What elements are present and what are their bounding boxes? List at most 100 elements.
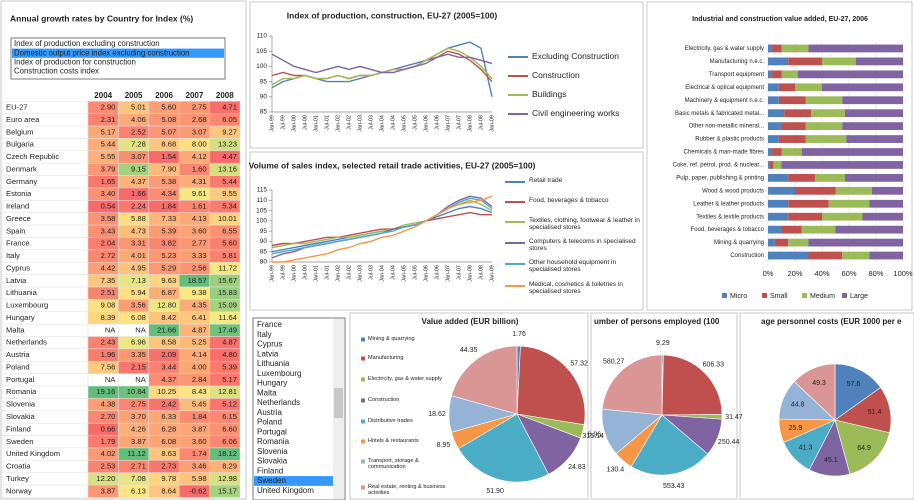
- growth-value: 7.13: [131, 276, 146, 285]
- country-option[interactable]: Lithuania: [257, 359, 290, 368]
- country-option[interactable]: Slovakia: [257, 457, 288, 466]
- country-name: Austria: [6, 350, 30, 359]
- country-option[interactable]: Latvia: [257, 349, 279, 358]
- x-tick-label: 80%: [868, 269, 883, 278]
- bar-segment: [768, 199, 789, 208]
- pie-slice: [516, 345, 586, 426]
- legend-label: Computers & telecoms in specialised stor…: [529, 238, 636, 253]
- growth-value: 4.12: [192, 152, 207, 161]
- growth-value: 3.07: [192, 127, 207, 136]
- legend-label: Small: [770, 293, 788, 300]
- growth-value: 5.29: [161, 263, 176, 272]
- legend-label-box: Civil engineering works: [532, 109, 619, 118]
- index-option[interactable]: Construction costs index: [14, 67, 99, 76]
- x-tick-label: Jan-02: [335, 115, 341, 132]
- pie-value-label: 580.27: [603, 358, 625, 365]
- category-label: Rubber & plastic products: [695, 137, 764, 143]
- selected-country-highlight: [254, 476, 333, 486]
- legend-label-box: Manufacturing: [368, 355, 404, 361]
- growth-value: 2.75: [192, 103, 207, 112]
- growth-value: 9.63: [161, 276, 176, 285]
- growth-value: 6.06: [222, 437, 237, 446]
- growth-value: 4.00: [192, 362, 207, 371]
- growth-value: 10.25: [157, 387, 176, 396]
- country-name: Ireland: [6, 202, 29, 211]
- growth-value: 11.72: [219, 263, 237, 272]
- bar-segment: [784, 109, 812, 118]
- legend-label: Manufacturing: [368, 355, 404, 361]
- bar-segment: [795, 83, 822, 92]
- legend-label-box: Other household equipment in specialised…: [529, 259, 616, 273]
- pie-value-label: 9.29: [656, 340, 670, 347]
- growth-value: 4.95: [131, 263, 146, 272]
- country-listbox[interactable]: [252, 317, 346, 500]
- growth-value: 5.45: [192, 400, 207, 409]
- country-option[interactable]: Italy: [257, 330, 272, 339]
- bar-segment: [772, 70, 782, 79]
- growth-value: 3.58: [101, 214, 116, 223]
- x-tick-label: Jan-99: [269, 115, 275, 132]
- growth-cell: [209, 484, 241, 498]
- y-tick-label: 85: [260, 248, 268, 255]
- x-tick-label: Jul-99: [280, 115, 286, 130]
- country-option[interactable]: Finland: [257, 466, 283, 475]
- country-option[interactable]: Luxembourg: [257, 369, 301, 378]
- index-option[interactable]: Index of production excluding constructi…: [14, 39, 160, 48]
- x-tick-label: Jul-07: [456, 265, 462, 280]
- growth-value: 1.54: [161, 152, 176, 161]
- x-tick-label: Jul-02: [346, 115, 352, 130]
- x-tick-label: Jan-02: [335, 265, 341, 282]
- index-option[interactable]: Domestic output price index excluding co…: [14, 48, 190, 57]
- growth-value: 5.60: [222, 239, 237, 248]
- legend-swatch: [361, 356, 365, 361]
- category-label: Pulp, paper, publishing & printing: [676, 175, 764, 181]
- index-option[interactable]: Index of production for construction: [14, 57, 136, 66]
- growth-value: 5.38: [161, 177, 176, 186]
- country-option[interactable]: Poland: [257, 418, 282, 427]
- country-option[interactable]: Austria: [257, 408, 282, 417]
- pie-slice: [793, 363, 836, 421]
- scrollbar-thumb[interactable]: [334, 388, 343, 418]
- bar-segment: [768, 251, 809, 260]
- country-option[interactable]: Portugal: [257, 427, 287, 436]
- category-label: Machinery & equipment n.e.c.: [685, 98, 765, 104]
- y-tick-label: 100: [256, 63, 267, 70]
- country-name: Luxembourg: [6, 301, 48, 310]
- growth-value: 4.37: [161, 375, 176, 384]
- country-option[interactable]: Cyprus: [257, 340, 282, 349]
- country-option[interactable]: Slovenia: [257, 447, 288, 456]
- bar-segment: [781, 148, 802, 156]
- legend-label-box: Hotels & restaurants: [368, 438, 419, 444]
- country-option[interactable]: Netherlands: [257, 398, 300, 407]
- bar-segment: [842, 251, 870, 260]
- growth-value: 2.43: [101, 338, 116, 347]
- bar-segment: [768, 109, 785, 118]
- growth-value: 5.55: [101, 152, 116, 161]
- category-label: Textiles & textile products: [696, 214, 764, 220]
- growth-value: 10.84: [127, 387, 146, 396]
- column-header: 2004: [94, 91, 112, 100]
- country-option[interactable]: Romania: [257, 437, 290, 446]
- country-name: Spain: [6, 226, 25, 235]
- x-tick-label: Jul-05: [412, 115, 418, 130]
- country-name: Euro area: [6, 115, 40, 124]
- country-option[interactable]: Malta: [257, 388, 277, 397]
- pie-slice: [451, 345, 518, 415]
- growth-value: 7.35: [101, 276, 116, 285]
- growth-value: 3.87: [131, 437, 146, 446]
- bar-segment: [768, 96, 779, 105]
- country-option[interactable]: United Kingdom: [257, 486, 314, 495]
- bar-segment: [781, 70, 798, 79]
- index-listbox[interactable]: [10, 37, 226, 80]
- sales-chart-panel: [249, 151, 644, 311]
- bar-segment: [846, 135, 903, 143]
- country-option[interactable]: France: [257, 320, 282, 329]
- growth-value: 6.08: [131, 313, 146, 322]
- bar-segment: [815, 174, 845, 182]
- legend-label: Medium: [810, 293, 835, 300]
- country-option[interactable]: Hungary: [257, 379, 287, 388]
- x-tick-label: Jan-06: [423, 265, 429, 282]
- country-option[interactable]: Sweden: [257, 476, 286, 485]
- growth-value: 4.26: [131, 424, 146, 433]
- growth-value: 5.34: [222, 202, 237, 211]
